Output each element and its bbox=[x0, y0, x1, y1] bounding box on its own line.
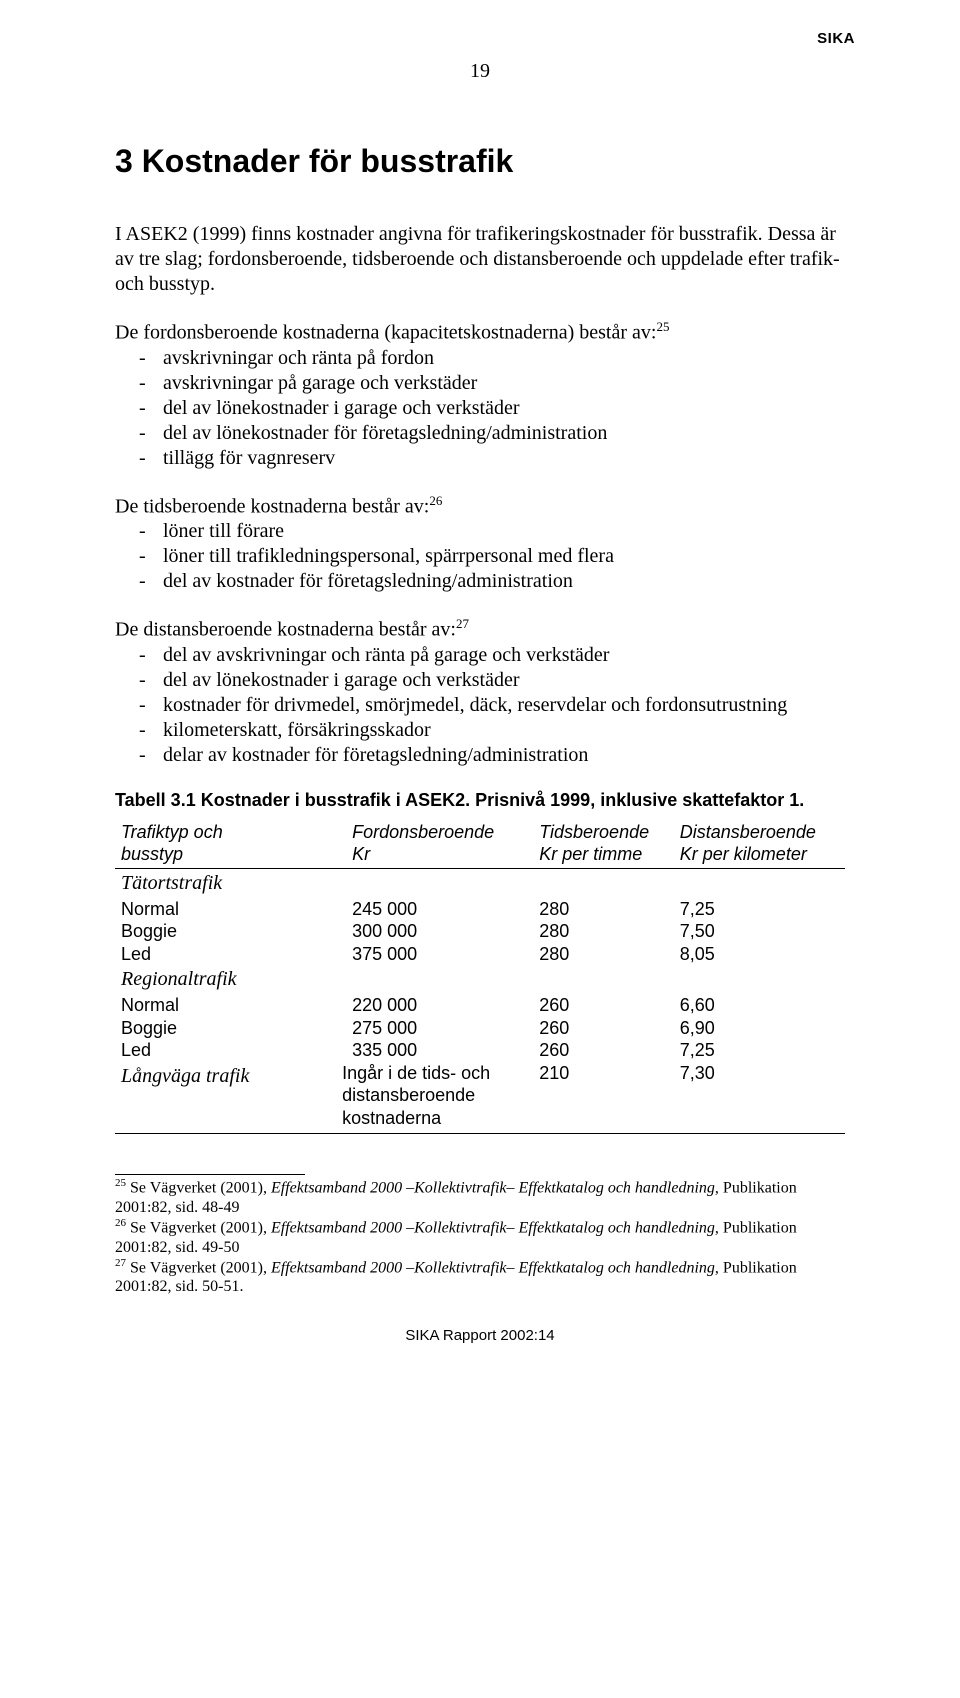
table-cell: 260 bbox=[509, 1017, 670, 1040]
footnote-italic: Effektsamband 2000 –Kollektivtrafik– Eff… bbox=[271, 1259, 715, 1276]
table-cell: 280 bbox=[509, 943, 670, 966]
intro-paragraph: I ASEK2 (1999) finns kostnader angivna f… bbox=[115, 222, 845, 297]
table-cell: 7,50 bbox=[670, 920, 845, 943]
table-cell: Led bbox=[115, 943, 312, 966]
table-section: Tätortstrafik bbox=[115, 868, 845, 898]
table-header-line: Kr per kilometer bbox=[680, 844, 807, 864]
table-row: Led 335 000 260 7,25 bbox=[115, 1039, 845, 1062]
table-header-line: Kr per timme bbox=[539, 844, 642, 864]
table-cell: 7,25 bbox=[670, 898, 845, 921]
table-cell: 260 bbox=[509, 1039, 670, 1062]
footnote-italic: Effektsamband 2000 –Kollektivtrafik– Eff… bbox=[271, 1220, 715, 1237]
page-footer: SIKA Rapport 2002:14 bbox=[115, 1327, 845, 1344]
table-row: Långväga trafik Ingår i de tids- och dis… bbox=[115, 1062, 845, 1134]
table-header-line: Distansberoende bbox=[680, 822, 816, 842]
list-item: löner till förare bbox=[115, 519, 845, 544]
footnote-ref: 27 bbox=[456, 616, 469, 631]
list-item: del av avskrivningar och ränta på garage… bbox=[115, 643, 845, 668]
list-item: avskrivningar och ränta på fordon bbox=[115, 346, 845, 371]
table-header: Trafiktyp och busstyp bbox=[115, 821, 312, 869]
section-heading: De distansberoende kostnaderna består av… bbox=[115, 616, 845, 643]
footnote-ref: 26 bbox=[429, 493, 442, 508]
table-cell: 335 000 bbox=[312, 1039, 509, 1062]
table-title: Tabell 3.1 Kostnader i busstrafik i ASEK… bbox=[115, 790, 845, 811]
table-cell: 260 bbox=[509, 994, 670, 1017]
footnote-number: 26 bbox=[115, 1217, 126, 1229]
list-item: del av lönekostnader i garage och verkst… bbox=[115, 396, 845, 421]
section-heading: De tidsberoende kostnaderna består av:26 bbox=[115, 493, 845, 520]
list-item: del av kostnader för företagsledning/adm… bbox=[115, 569, 845, 594]
table-header-line: Trafiktyp och bbox=[121, 822, 223, 842]
footnote-text: Se Vägverket (2001), bbox=[130, 1259, 271, 1276]
table-cell: 245 000 bbox=[312, 898, 509, 921]
footnote: 27 Se Vägverket (2001), Effektsamband 20… bbox=[115, 1257, 845, 1297]
page-number: 19 bbox=[115, 60, 845, 83]
list-item: avskrivningar på garage och verkstäder bbox=[115, 371, 845, 396]
table-cell: 220 000 bbox=[312, 994, 509, 1017]
table-section: Regionaltrafik bbox=[115, 965, 845, 994]
list-item: löner till trafikledningspersonal, spärr… bbox=[115, 544, 845, 569]
page: 19 SIKA 3 Kostnader för busstrafik I ASE… bbox=[0, 0, 960, 1404]
footnote-text: Se Vägverket (2001), bbox=[130, 1220, 271, 1237]
table-cell: Boggie bbox=[115, 1017, 312, 1040]
table-cell: 210 bbox=[509, 1062, 670, 1134]
list-item: del av lönekostnader i garage och verkst… bbox=[115, 668, 845, 693]
table-cell: 300 000 bbox=[312, 920, 509, 943]
table-header-line: Tidsberoende bbox=[539, 822, 649, 842]
table-cell: Normal bbox=[115, 898, 312, 921]
table-header: Tidsberoende Kr per timme bbox=[509, 821, 670, 869]
table-cell: 375 000 bbox=[312, 943, 509, 966]
list-item: kostnader för drivmedel, smörjmedel, däc… bbox=[115, 693, 845, 718]
footnote: 26 Se Vägverket (2001), Effektsamband 20… bbox=[115, 1217, 845, 1257]
table-cell: 280 bbox=[509, 920, 670, 943]
bullet-list: löner till förare löner till trafikledni… bbox=[115, 519, 845, 594]
table-cell: 275 000 bbox=[312, 1017, 509, 1040]
cost-table: Trafiktyp och busstyp Fordonsberoende Kr… bbox=[115, 821, 845, 1135]
table-cell: Led bbox=[115, 1039, 312, 1062]
footnote-number: 25 bbox=[115, 1177, 126, 1189]
footnote-text: Se Vägverket (2001), bbox=[130, 1180, 271, 1197]
table-cell: 6,60 bbox=[670, 994, 845, 1017]
list-item: delar av kostnader för företagsledning/a… bbox=[115, 743, 845, 768]
table-header: Distansberoende Kr per kilometer bbox=[670, 821, 845, 869]
table-cell: 8,05 bbox=[670, 943, 845, 966]
list-item: del av lönekostnader för företagsledning… bbox=[115, 421, 845, 446]
brand-label: SIKA bbox=[817, 30, 855, 47]
section-heading: De fordonsberoende kostnaderna (kapacite… bbox=[115, 319, 845, 346]
bullet-list: avskrivningar och ränta på fordon avskri… bbox=[115, 346, 845, 471]
section-heading-text: De tidsberoende kostnaderna består av: bbox=[115, 495, 429, 517]
table-cell: 7,25 bbox=[670, 1039, 845, 1062]
table-cell: Normal bbox=[115, 994, 312, 1017]
footnote-number: 27 bbox=[115, 1257, 126, 1269]
bullet-list: del av avskrivningar och ränta på garage… bbox=[115, 643, 845, 768]
table-row: Led 375 000 280 8,05 bbox=[115, 943, 845, 966]
table-header-line: Fordonsberoende bbox=[352, 822, 494, 842]
footnote-italic: Effektsamband 2000 –Kollektivtrafik– Eff… bbox=[271, 1180, 715, 1197]
section-heading-text: De distansberoende kostnaderna består av… bbox=[115, 619, 456, 641]
table-header: Fordonsberoende Kr bbox=[312, 821, 509, 869]
table-cell: 280 bbox=[509, 898, 670, 921]
table-cell: 6,90 bbox=[670, 1017, 845, 1040]
table-cell: Ingår i de tids- och distansberoende kos… bbox=[312, 1062, 509, 1134]
table-row: Boggie 300 000 280 7,50 bbox=[115, 920, 845, 943]
list-item: tillägg för vagnreserv bbox=[115, 446, 845, 471]
table-cell: Långväga trafik bbox=[115, 1062, 312, 1134]
table-cell: 7,30 bbox=[670, 1062, 845, 1134]
section-heading-text: De fordonsberoende kostnaderna (kapacite… bbox=[115, 322, 656, 344]
table-row: Boggie 275 000 260 6,90 bbox=[115, 1017, 845, 1040]
table-header-line: busstyp bbox=[121, 844, 183, 864]
footnote-ref: 25 bbox=[656, 319, 669, 334]
page-title: 3 Kostnader för busstrafik bbox=[115, 143, 845, 180]
footnote-separator bbox=[115, 1174, 305, 1175]
table-row: Normal 220 000 260 6,60 bbox=[115, 994, 845, 1017]
list-item: kilometerskatt, försäkringsskador bbox=[115, 718, 845, 743]
footnote: 25 Se Vägverket (2001), Effektsamband 20… bbox=[115, 1177, 845, 1217]
table-row: Normal 245 000 280 7,25 bbox=[115, 898, 845, 921]
table-cell: Boggie bbox=[115, 920, 312, 943]
table-header-line: Kr bbox=[352, 844, 370, 864]
